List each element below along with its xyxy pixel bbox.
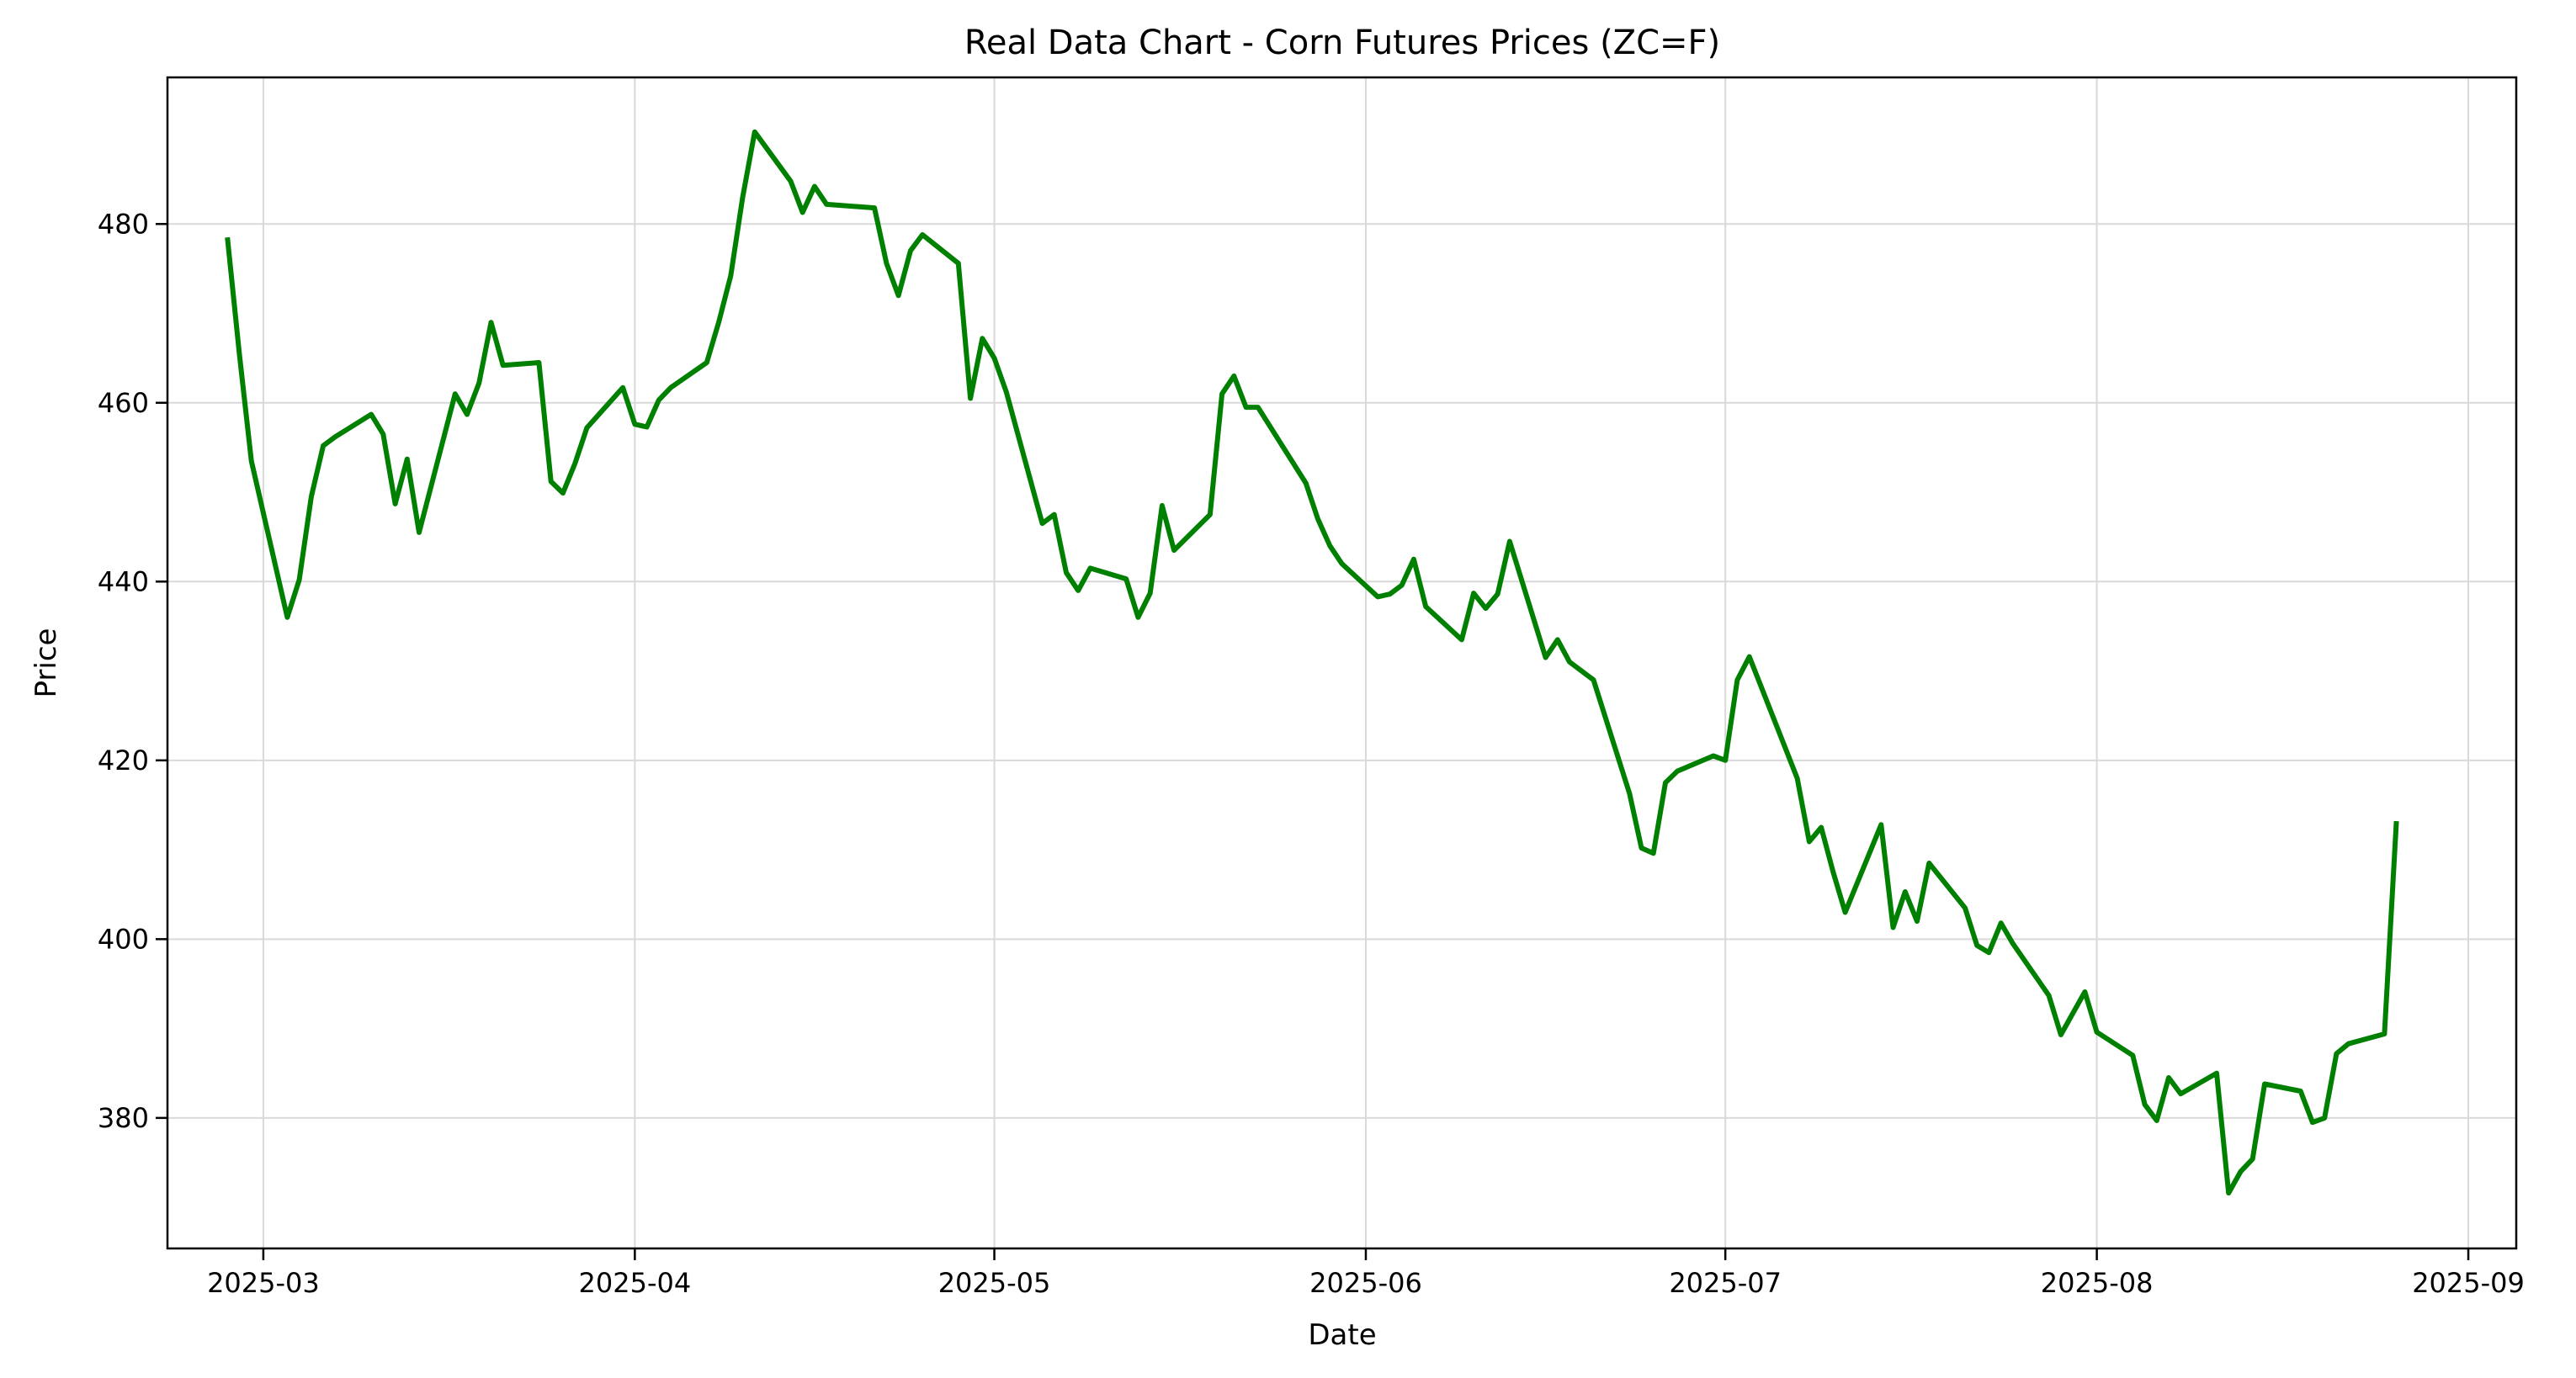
y-tick-label: 380 (98, 1102, 149, 1134)
price-series-line (225, 129, 2399, 1196)
y-axis: 380 400 420 440 460 480 (98, 208, 167, 1134)
y-tick-label: 400 (98, 923, 149, 955)
y-tick-label: 460 (98, 387, 149, 419)
plot-frame (166, 76, 2518, 1250)
grid-layer (167, 77, 2516, 1248)
y-tick-label: 480 (98, 208, 149, 240)
x-tick-label: 2025-07 (1669, 1267, 1782, 1299)
x-tick-label: 2025-06 (1309, 1267, 1422, 1299)
y-tick-label: 420 (98, 745, 149, 776)
series-layer (225, 129, 2399, 1196)
x-tick-label: 2025-05 (938, 1267, 1051, 1299)
x-axis: 2025-03 2025-04 2025-05 2025-06 2025-07 2025-… (207, 1248, 2525, 1299)
y-tick-label: 440 (98, 565, 149, 597)
x-tick-label: 2025-04 (579, 1267, 692, 1299)
x-axis-label: Date (1308, 1318, 1376, 1352)
y-axis-label: Price (29, 628, 63, 698)
x-tick-label: 2025-08 (2041, 1267, 2154, 1299)
chart-title: Real Data Chart - Corn Futures Prices (Z… (964, 24, 1720, 62)
x-tick-label: 2025-09 (2412, 1267, 2525, 1299)
x-tick-label: 2025-03 (207, 1267, 320, 1299)
